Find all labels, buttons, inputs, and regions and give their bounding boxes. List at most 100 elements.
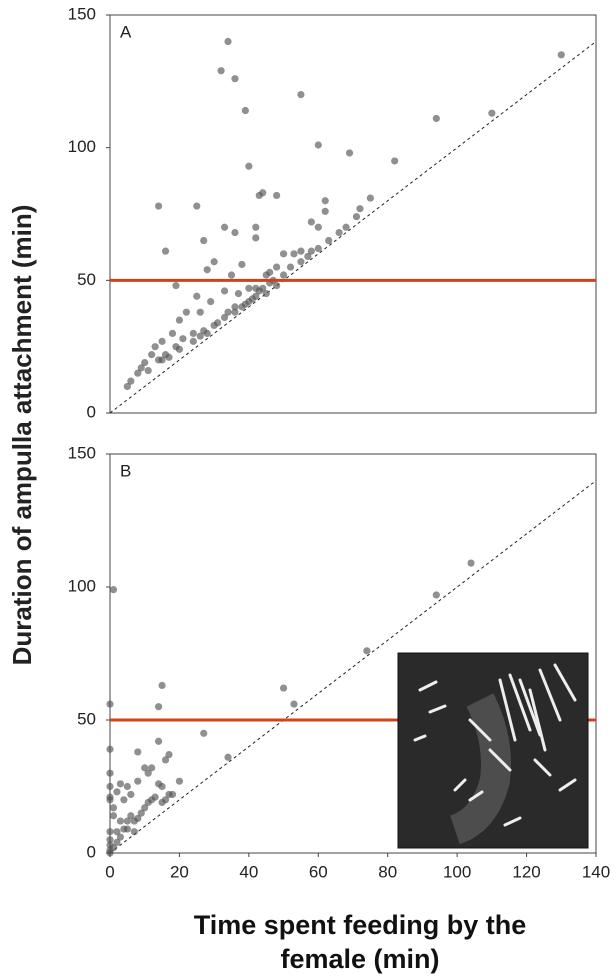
y-tick-label: 0	[87, 402, 96, 421]
data-point	[273, 282, 281, 290]
data-point	[137, 364, 145, 372]
data-point	[391, 157, 399, 165]
data-point	[182, 308, 190, 316]
data-point	[106, 769, 114, 777]
data-point	[248, 295, 256, 303]
data-point	[172, 282, 180, 290]
data-point	[297, 258, 305, 266]
data-point	[106, 700, 114, 708]
data-point	[286, 263, 295, 271]
data-point	[224, 37, 232, 46]
data-point	[175, 316, 184, 324]
data-point	[175, 345, 184, 353]
data-point	[109, 812, 118, 820]
data-point	[224, 753, 232, 761]
data-point	[290, 700, 298, 708]
x-tick-label: 60	[309, 862, 328, 881]
data-point	[155, 202, 163, 210]
data-point	[231, 228, 239, 237]
data-point	[252, 223, 260, 231]
data-point	[161, 247, 170, 255]
data-point	[196, 308, 204, 316]
data-point	[335, 228, 343, 237]
data-point	[106, 828, 114, 836]
x-tick-label: 120	[512, 862, 540, 881]
data-point	[158, 681, 166, 690]
data-point	[193, 292, 201, 300]
data-point	[557, 51, 565, 59]
data-point	[116, 817, 125, 825]
y-tick-label: 100	[68, 137, 96, 156]
data-point	[106, 836, 114, 844]
data-point	[141, 358, 149, 367]
data-point	[241, 106, 249, 115]
data-point	[196, 332, 204, 340]
data-point	[106, 796, 114, 804]
y-tick-label: 150	[68, 4, 96, 23]
data-point	[148, 764, 156, 772]
plot-frame	[109, 453, 597, 854]
identity-line	[109, 480, 597, 854]
data-point	[220, 313, 229, 322]
data-point	[273, 191, 281, 200]
data-point	[352, 213, 361, 221]
data-point	[158, 782, 166, 791]
data-point	[290, 250, 298, 258]
identity-line	[109, 41, 597, 414]
data-point	[109, 804, 118, 812]
data-point	[161, 756, 170, 764]
data-point	[231, 308, 239, 316]
data-point	[231, 75, 239, 83]
data-point	[193, 202, 201, 210]
data-point	[210, 258, 218, 266]
data-point	[144, 366, 152, 375]
data-point	[134, 814, 142, 823]
data-point	[109, 844, 118, 852]
x-axis-label: Time spent feeding by the female (min)	[193, 910, 527, 974]
data-point	[220, 223, 229, 231]
data-point	[342, 223, 350, 231]
data-point	[116, 833, 125, 841]
data-point	[165, 353, 173, 361]
y-tick-label: 150	[68, 443, 96, 462]
data-point	[227, 271, 236, 279]
data-point	[432, 114, 440, 123]
data-point	[314, 223, 322, 231]
data-point	[356, 205, 364, 213]
data-point	[207, 297, 215, 306]
plot-frame	[109, 14, 597, 414]
data-point	[217, 67, 225, 75]
y-tick-label: 0	[87, 842, 96, 861]
x-tick-label: 80	[378, 862, 397, 881]
data-point	[279, 250, 288, 258]
data-point	[345, 149, 354, 157]
data-point	[120, 796, 128, 804]
data-point	[366, 194, 374, 202]
data-point	[134, 777, 142, 785]
data-point	[168, 790, 177, 799]
data-point	[123, 782, 131, 791]
data-point	[467, 559, 475, 567]
data-point	[363, 647, 371, 655]
data-point	[151, 793, 159, 801]
data-point	[203, 266, 211, 274]
x-tick-label: 0	[105, 862, 114, 881]
data-point	[255, 191, 263, 200]
x-tick-label: 100	[443, 862, 471, 881]
data-point	[113, 828, 121, 836]
data-point	[106, 782, 114, 791]
inset-photo	[397, 652, 589, 849]
data-point	[123, 382, 131, 391]
data-point	[200, 729, 208, 737]
data-point	[325, 236, 333, 245]
data-point	[116, 780, 125, 788]
data-point	[127, 790, 135, 799]
data-point	[214, 319, 222, 327]
data-point	[123, 825, 131, 833]
y-tick-label: 50	[77, 270, 96, 289]
data-point	[137, 809, 145, 817]
data-point	[307, 247, 315, 255]
data-point	[155, 737, 163, 745]
data-point	[279, 271, 288, 279]
data-point	[245, 284, 253, 292]
